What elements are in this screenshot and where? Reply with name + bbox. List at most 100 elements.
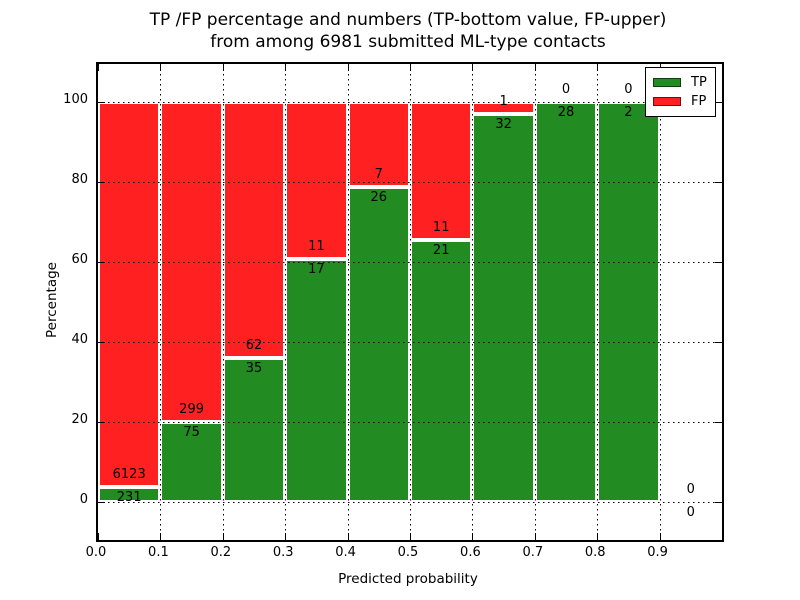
bar-fp-count-label: 299 [179,401,204,417]
bar-fp-count-label: 7 [374,166,383,182]
x-tick-label: 0.9 [647,545,668,560]
y-tick-mark [98,342,105,343]
x-tick-mark [534,533,536,540]
gridline-y [98,102,722,103]
x-tick-label: 0.0 [85,545,107,560]
x-tick-label: 0.3 [272,545,294,560]
bar-tp-segment [597,102,660,502]
y-tick-mark [98,102,105,103]
y-tick-mark-right [715,182,722,183]
bar-tp-count-label: 32 [495,117,512,133]
bar-tp-segment [160,421,223,502]
gridline-x [659,64,661,540]
gridline-x [160,64,162,540]
x-tick-mark-top [597,64,599,71]
y-tick-label: 40 [71,332,88,347]
y-tick-mark-right [715,422,722,423]
bar-tp-count-label: 28 [557,105,575,120]
bar-tp-segment [98,487,161,502]
x-tick-label: 0.2 [210,545,232,560]
bar-tp-segment [222,357,286,502]
bar-tp-segment [410,239,473,502]
chart-title-line-2: from among 6981 submitted ML-type contac… [210,32,606,52]
bar-tp-segment [285,259,348,502]
y-tick-mark [98,502,105,503]
gridline-y [98,502,722,503]
bar-tp-count-label: 21 [432,242,450,258]
gridline-y [98,182,722,183]
bar-fp-segment [222,102,286,358]
bar-fp-count-label: 11 [308,239,325,255]
x-tick-mark [285,533,287,540]
plot-inner: 6123 231 299 75 62 35 11 17 7 26 11 21 1 32 0 28 0 2 0 0 [98,64,722,540]
x-tick-mark-top [285,64,287,71]
x-tick-mark-top [98,64,99,71]
bar-fp-count-label: 62 [245,337,263,353]
legend-label-tp: TP [691,74,707,90]
chart-title-line-1: TP /FP percentage and numbers (TP-bottom… [149,10,667,30]
legend-swatch-tp [653,78,681,87]
bar-tp-segment [347,186,410,502]
bar-tp-segment [534,102,598,502]
x-tick-label: 0.8 [584,545,606,560]
y-tick-label: 100 [63,92,88,107]
x-tick-mark [659,533,661,540]
bar-tp-count-label: 231 [116,490,142,506]
x-tick-mark [222,533,224,540]
x-axis-label: Predicted probability [338,571,478,587]
gridline-x [222,64,224,540]
y-tick-label: 20 [71,412,88,427]
bar-fp-count-label: 0 [561,82,571,97]
x-tick-mark-top [160,64,162,71]
x-tick-label: 0.4 [335,545,356,560]
gridline-x [597,64,599,540]
plot-area: 6123 231 299 75 62 35 11 17 7 26 11 21 1 32 0 28 0 2 0 0 [96,62,724,542]
y-tick-mark-right [715,502,722,503]
gridline-x [534,64,536,540]
gridline-x [285,64,287,540]
x-tick-label: 0.5 [397,545,419,560]
legend-entry-fp: FP [653,92,715,111]
gridline-x [410,64,411,540]
y-axis-label: Percentage [44,262,60,338]
bar-tp-count-label: 2 [624,105,633,120]
bar-tp-count-label: 17 [308,262,325,278]
legend-label-fp: FP [691,93,707,109]
gridline-x [347,64,349,540]
legend-swatch-fp [653,97,681,106]
y-tick-label: 60 [71,252,88,267]
x-tick-label: 0.6 [460,545,481,560]
x-tick-mark-top [534,64,536,71]
chart-title: TP /FP percentage and numbers (TP-bottom… [96,9,720,53]
y-tick-label: 80 [71,172,88,187]
y-tick-mark [98,182,105,183]
gridline-y [98,422,722,423]
x-tick-mark [347,533,349,540]
bar-tp-count-label: 0 [686,505,695,520]
bar-fp-segment [285,102,348,260]
x-tick-mark-top [347,64,349,71]
bar-fp-count-label: 1 [499,94,508,110]
x-tick-label: 0.7 [522,545,544,560]
bar-fp-segment [410,102,473,240]
bar-fp-count-label: 0 [624,82,633,97]
bar-fp-count-label: 0 [686,482,695,497]
y-tick-mark [98,422,105,423]
bar-tp-count-label: 75 [183,424,200,440]
x-tick-mark [98,533,99,540]
x-tick-mark-top [472,64,474,71]
gridline-y [98,342,722,343]
bar-fp-segment [160,102,223,422]
bar-tp-count-label: 26 [370,189,388,205]
bar-tp-segment [472,114,535,502]
y-tick-mark-right [715,102,722,103]
bar-fp-segment [98,102,161,488]
gridline-y [98,262,722,263]
legend-entry-tp: TP [653,73,715,92]
x-tick-label: 0.1 [148,545,169,560]
x-tick-mark-top [410,64,411,71]
y-tick-mark-right [715,262,722,263]
x-tick-mark [472,533,474,540]
x-tick-mark [410,533,411,540]
